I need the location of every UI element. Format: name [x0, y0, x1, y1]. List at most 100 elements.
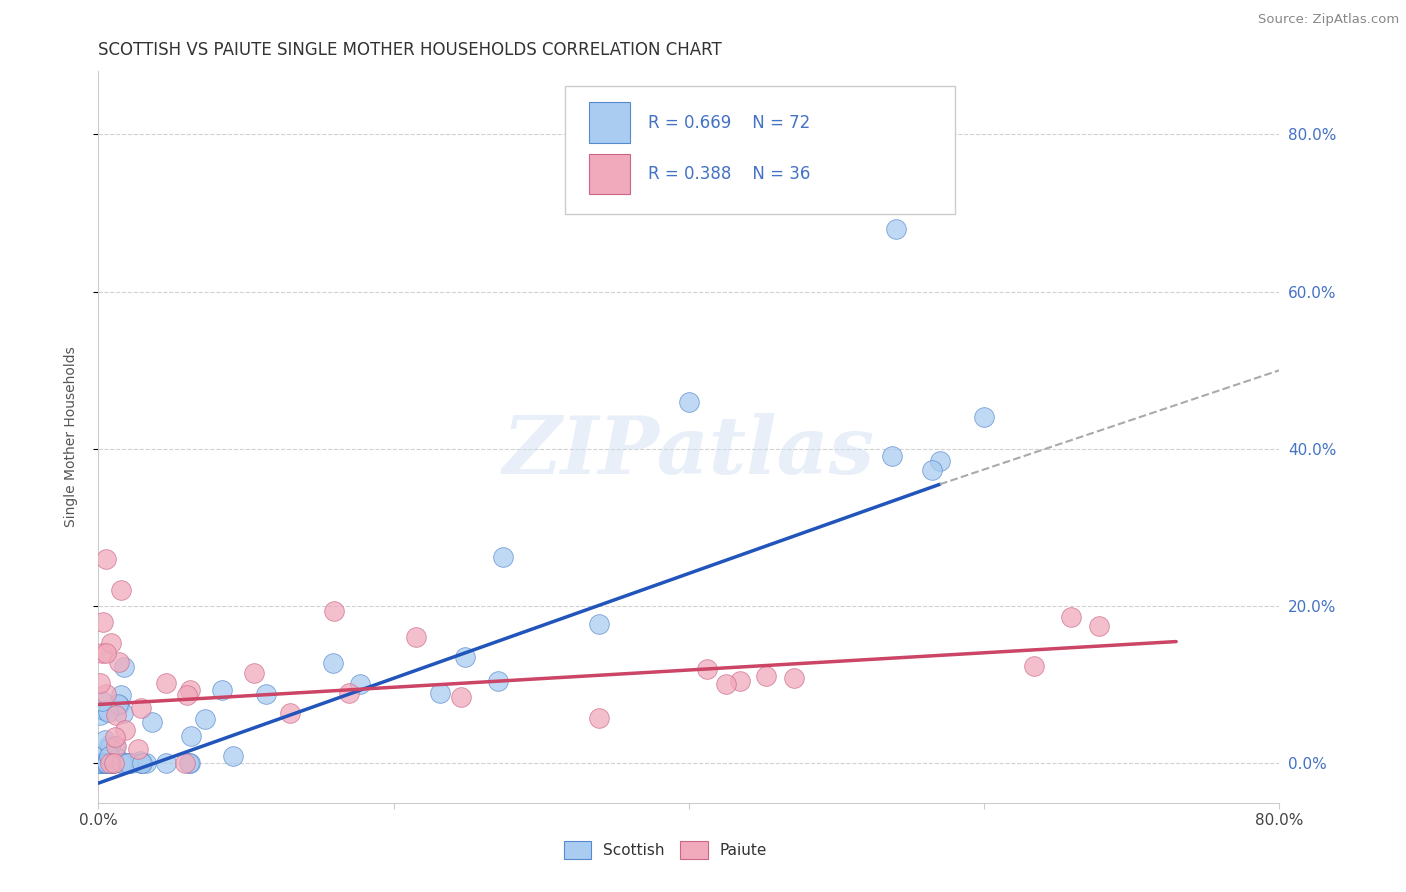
Point — [921, 463, 943, 477]
Text: SCOTTISH VS PAIUTE SINGLE MOTHER HOUSEHOLDS CORRELATION CHART: SCOTTISH VS PAIUTE SINGLE MOTHER HOUSEHO… — [98, 41, 723, 59]
Point — [884, 221, 907, 235]
Point — [194, 712, 217, 726]
Point — [101, 756, 124, 771]
Point — [93, 756, 115, 771]
Point — [242, 666, 264, 681]
Point — [129, 754, 152, 768]
Point — [104, 739, 127, 754]
Point — [94, 552, 117, 566]
Point — [588, 711, 610, 725]
Point — [91, 615, 114, 630]
Point — [110, 583, 132, 598]
Point — [323, 604, 346, 618]
Point — [91, 748, 114, 763]
Point — [111, 756, 134, 771]
Point — [117, 756, 139, 771]
Point — [89, 707, 111, 722]
Point — [114, 723, 136, 737]
Point — [100, 756, 122, 771]
Point — [89, 756, 111, 771]
Point — [107, 697, 129, 711]
Text: ZIPatlas: ZIPatlas — [503, 413, 875, 491]
Point — [111, 706, 134, 721]
Point — [98, 756, 121, 771]
Point — [176, 688, 198, 702]
Point — [96, 756, 118, 771]
Point — [179, 682, 201, 697]
Point — [155, 676, 177, 690]
Point — [129, 756, 152, 771]
Point — [588, 616, 610, 631]
Point — [97, 756, 120, 771]
Point — [1087, 619, 1109, 633]
Point — [91, 755, 114, 769]
Point — [96, 756, 118, 771]
Point — [100, 756, 122, 771]
Point — [117, 756, 139, 771]
Point — [1060, 610, 1083, 624]
Point — [174, 756, 197, 771]
Point — [108, 655, 131, 669]
Point — [322, 656, 344, 670]
Point — [929, 454, 952, 468]
Point — [180, 729, 202, 743]
Point — [101, 756, 124, 771]
Point — [141, 714, 163, 729]
Point — [221, 748, 243, 763]
Point — [129, 756, 152, 771]
Point — [94, 687, 117, 701]
Point — [103, 756, 125, 771]
Point — [100, 756, 122, 771]
Point — [783, 671, 806, 685]
Point — [678, 394, 700, 409]
Point — [98, 756, 121, 771]
Point — [405, 630, 427, 644]
FancyBboxPatch shape — [589, 103, 630, 143]
Point — [131, 756, 153, 771]
Point — [454, 649, 477, 664]
Point — [105, 751, 128, 765]
Point — [100, 636, 122, 650]
Point — [120, 756, 142, 771]
Point — [110, 688, 132, 702]
Point — [104, 730, 127, 744]
Point — [98, 749, 121, 764]
Point — [94, 646, 117, 660]
Text: R = 0.669    N = 72: R = 0.669 N = 72 — [648, 113, 810, 131]
Point — [91, 756, 114, 771]
Point — [93, 703, 115, 717]
Point — [179, 756, 201, 771]
Point — [179, 756, 201, 771]
Point — [211, 682, 233, 697]
FancyBboxPatch shape — [589, 153, 630, 194]
Point — [110, 756, 132, 771]
Point — [90, 756, 112, 771]
Text: Source: ZipAtlas.com: Source: ZipAtlas.com — [1258, 13, 1399, 27]
Point — [97, 706, 120, 720]
Point — [450, 690, 472, 705]
Point — [254, 687, 277, 701]
Point — [155, 756, 177, 771]
Point — [94, 732, 117, 747]
Point — [127, 742, 149, 756]
Point — [1022, 659, 1045, 673]
Point — [100, 739, 122, 754]
Point — [880, 449, 903, 463]
Point — [129, 701, 152, 715]
Point — [98, 738, 121, 752]
Point — [755, 668, 778, 682]
Point — [107, 698, 129, 713]
Point — [973, 410, 995, 425]
Point — [135, 756, 157, 771]
Point — [349, 677, 371, 691]
Point — [96, 756, 118, 771]
Y-axis label: Single Mother Households: Single Mother Households — [63, 347, 77, 527]
Point — [103, 756, 125, 771]
Point — [89, 676, 111, 690]
Point — [492, 549, 515, 564]
Point — [716, 677, 738, 691]
Point — [429, 685, 451, 699]
Point — [105, 739, 128, 753]
Point — [90, 646, 112, 660]
FancyBboxPatch shape — [565, 86, 955, 214]
